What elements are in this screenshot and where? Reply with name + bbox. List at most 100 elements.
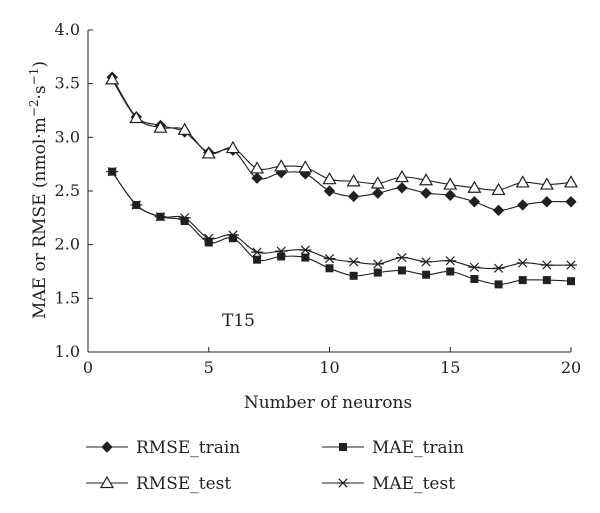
point-mae-train (422, 270, 431, 279)
point-rmse-train (541, 196, 553, 208)
point-rmse-test (201, 146, 216, 159)
point-mae-test-stroke (397, 252, 407, 263)
point-mae-test-stroke (300, 245, 310, 255)
y-axis-title: MAE or RMSE (nmol·m−2·s−1) (27, 61, 50, 319)
point-mae-train (228, 234, 237, 243)
point-mae-test-stroke (469, 262, 480, 272)
point-rmse-test (563, 175, 579, 188)
point-mae-train (446, 267, 455, 276)
legend-marker-mae-test-stroke (338, 478, 348, 488)
point-mae-test-stroke (542, 260, 552, 270)
point-mae-test-stroke (373, 259, 383, 269)
point-rmse-train (444, 189, 456, 202)
point-rmse-test (419, 173, 434, 186)
y-tick-label: 1.0 (55, 342, 80, 361)
point-rmse-test (515, 175, 530, 188)
y-tick-label: 3.0 (55, 127, 80, 146)
point-rmse-test (346, 174, 361, 187)
point-rmse-test (177, 122, 192, 135)
point-rmse-train (420, 187, 432, 199)
point-mae-test-stroke (252, 247, 262, 257)
point-mae-test (178, 213, 191, 223)
point-mae-test-stroke (518, 258, 528, 268)
legend-marker-mae-test (337, 478, 349, 488)
point-rmse-test (370, 176, 385, 189)
point-mae-test (154, 212, 167, 222)
point-rmse-test (467, 180, 482, 193)
point-rmse-test (443, 177, 458, 190)
point-mae-train (180, 217, 189, 226)
x-tick-label: 15 (440, 358, 460, 377)
point-mae-test (226, 230, 239, 240)
point-mae-train (470, 275, 479, 284)
point-mae-test (468, 262, 481, 272)
point-rmse-test (394, 169, 409, 183)
point-mae-test-stroke (493, 263, 504, 273)
point-mae-test (251, 247, 264, 257)
point-mae-test-stroke (131, 200, 141, 210)
point-mae-train (301, 253, 310, 262)
point-rmse-test (322, 171, 337, 185)
point-mae-test (202, 233, 215, 243)
point-mae-test (444, 256, 457, 266)
point-mae-train (542, 276, 551, 285)
series-lines (111, 76, 572, 285)
legend-label: MAE_train (372, 438, 464, 458)
point-mae-train (373, 268, 382, 277)
point-rmse-train (492, 204, 505, 217)
point-mae-test-stroke (566, 260, 576, 270)
x-tick-label: 20 (561, 358, 581, 377)
chart-annotation: T15 (222, 311, 255, 331)
point-mae-test-stroke (421, 257, 431, 267)
x-tick-label: 10 (319, 358, 339, 377)
point-mae-test (516, 258, 529, 268)
point-mae-test-stroke (349, 257, 359, 267)
point-mae-train (349, 271, 358, 280)
point-mae-test (299, 245, 312, 255)
legend-item-mae-train: MAE_train (322, 438, 464, 458)
point-mae-test-stroke (107, 167, 117, 177)
point-mae-test-stroke (204, 233, 214, 243)
axes (87, 29, 572, 353)
y-tick-label: 3.5 (55, 74, 80, 93)
point-rmse-test (250, 161, 265, 174)
point-mae-train (277, 252, 286, 261)
point-mae-test (492, 263, 505, 273)
point-rmse-test (274, 159, 289, 172)
point-rmse-train (323, 185, 336, 197)
point-rmse-train (468, 196, 481, 208)
point-mae-train (325, 264, 334, 273)
y-tick-label: 2.0 (55, 235, 80, 254)
point-rmse-test (105, 72, 120, 85)
point-mae-train (518, 276, 527, 285)
point-rmse-test (298, 160, 313, 173)
x-tick-label: 0 (83, 358, 93, 377)
point-mae-test (347, 257, 360, 267)
point-mae-test-stroke (324, 253, 335, 264)
point-mae-test (275, 246, 288, 256)
point-rmse-train (347, 190, 360, 203)
point-mae-test-stroke (155, 212, 166, 222)
point-rmse-train (251, 172, 263, 184)
point-rmse-test (153, 120, 168, 133)
legend-item-mae-test: MAE_test (322, 474, 455, 494)
point-rmse-test (491, 182, 506, 196)
point-mae-test (540, 260, 553, 270)
y-tick-label: 1.5 (55, 288, 80, 307)
point-mae-test (130, 200, 143, 210)
point-mae-test-stroke (179, 213, 190, 223)
y-tick-label: 4.0 (55, 20, 80, 39)
series-markers (105, 71, 579, 289)
point-rmse-test (539, 177, 554, 190)
point-mae-train (204, 238, 213, 247)
legend-label: RMSE_train (136, 438, 240, 458)
point-mae-test (106, 167, 119, 177)
point-mae-test (565, 260, 577, 270)
point-rmse-test (129, 110, 144, 124)
point-mae-test (395, 252, 408, 263)
x-tick-label: 5 (204, 358, 214, 377)
point-mae-test (420, 257, 433, 267)
legend-label: RMSE_test (136, 474, 231, 494)
legend-label: MAE_test (372, 474, 455, 494)
